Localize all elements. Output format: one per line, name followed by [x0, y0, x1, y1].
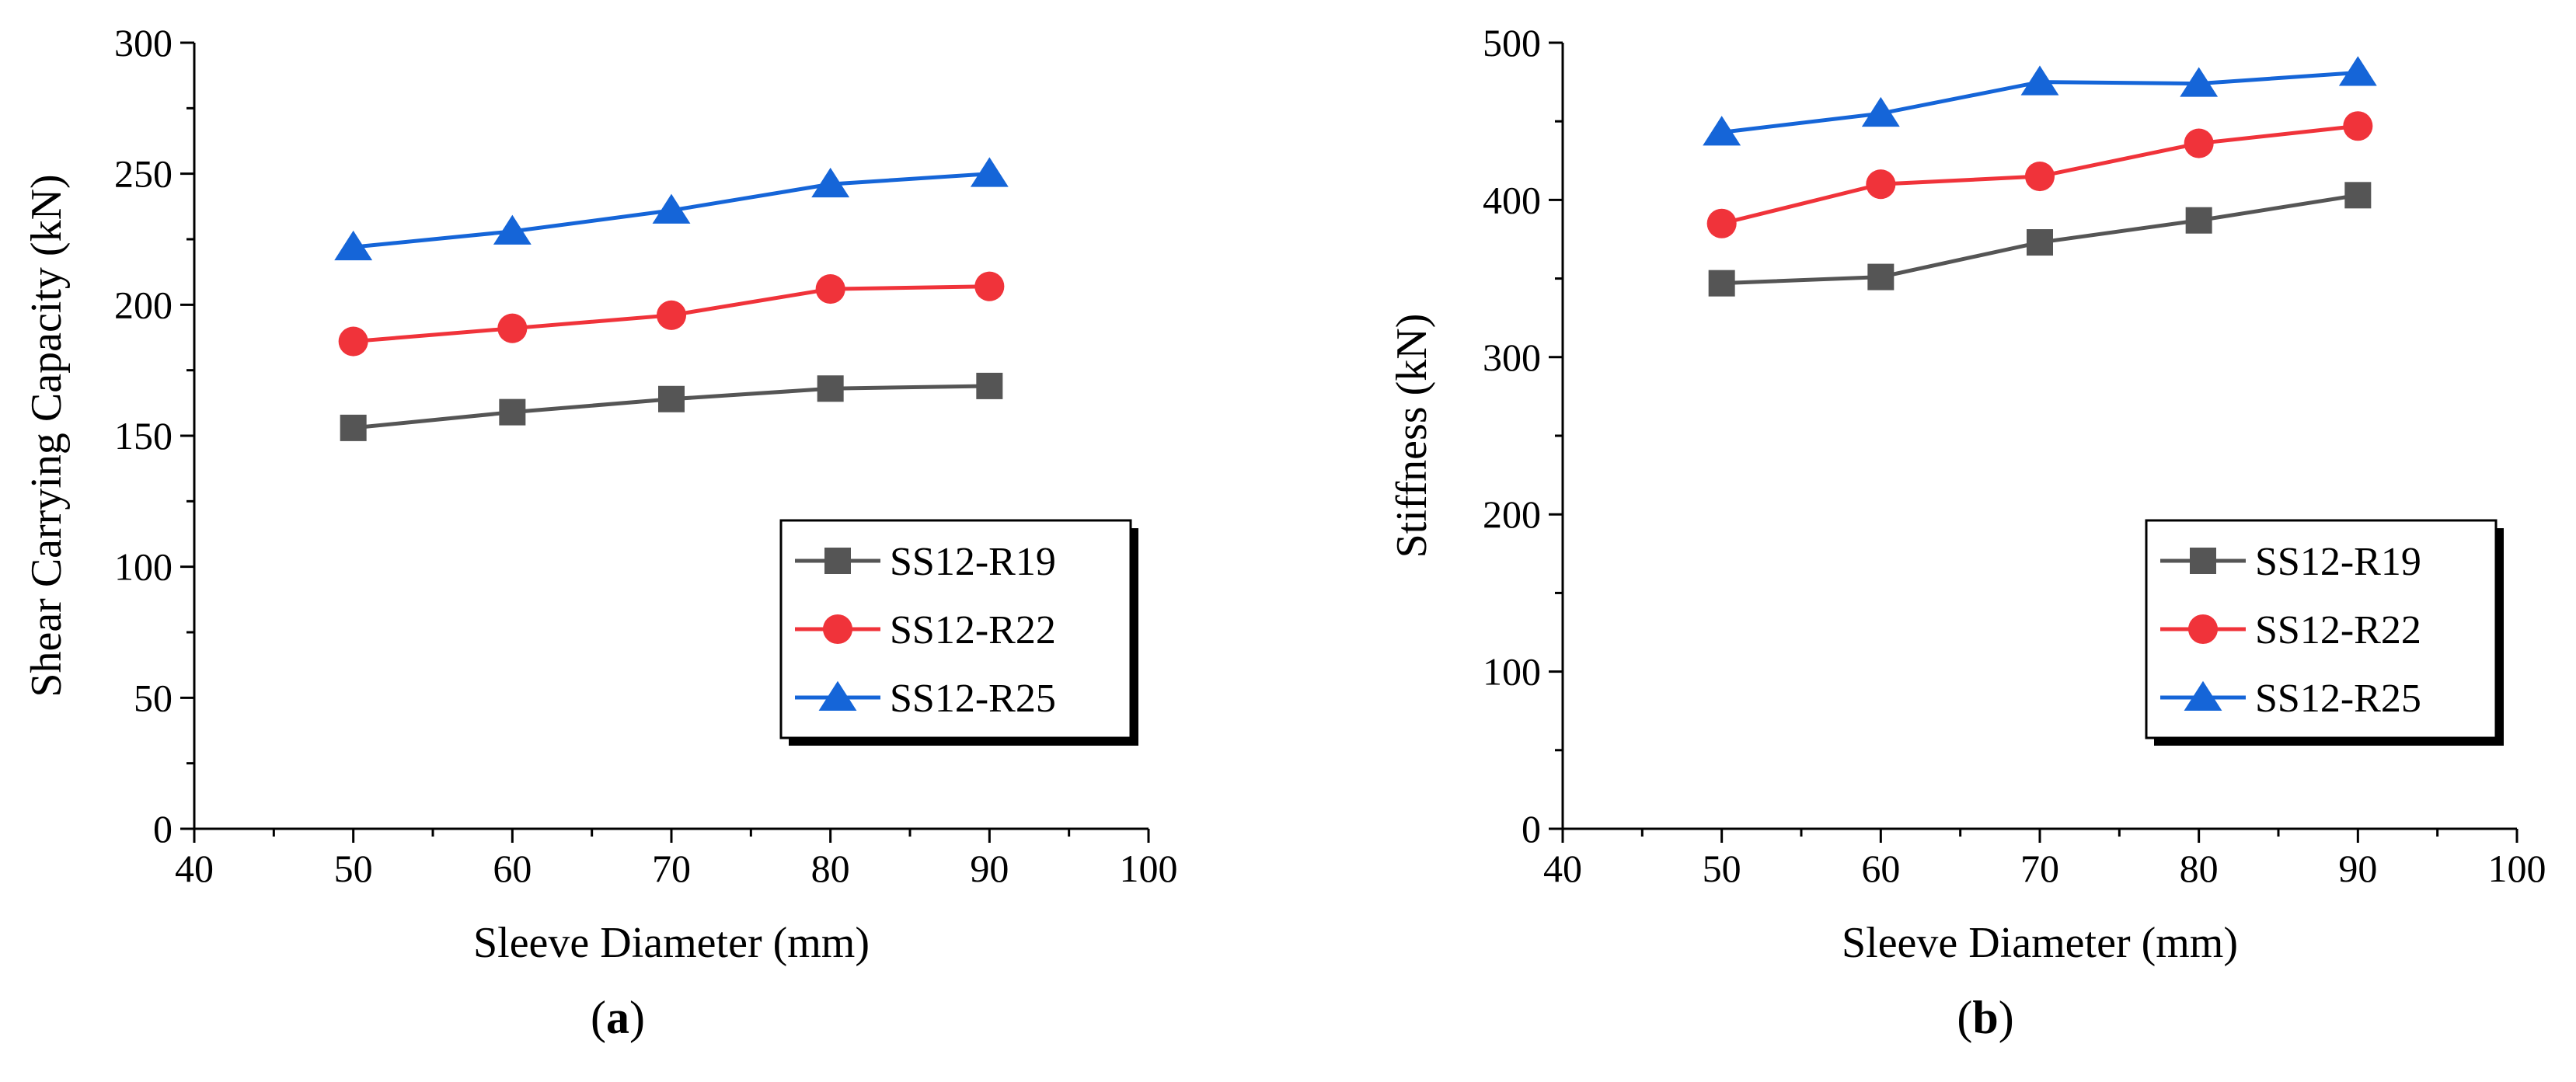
legend-marker-SS12-R22: [822, 614, 853, 645]
data-point-SS12-R19-50: [340, 414, 367, 441]
data-point-SS12-R25-80: [811, 167, 850, 198]
y-tick-label: 400: [1483, 178, 1541, 221]
caption-close-paren: ): [629, 992, 645, 1043]
data-point-SS12-R25-60: [493, 214, 532, 245]
data-point-SS12-R25-50: [1703, 116, 1741, 146]
x-tick-label: 100: [2488, 847, 2546, 890]
x-tick-label: 80: [2180, 847, 2219, 890]
data-point-SS12-R22-70: [656, 300, 687, 330]
data-point-SS12-R19-70: [2027, 229, 2053, 256]
data-point-SS12-R25-50: [334, 230, 373, 261]
y-tick-label: 300: [114, 21, 173, 64]
x-tick-label: 60: [493, 847, 532, 890]
data-point-SS12-R22-60: [1866, 169, 1896, 200]
x-axis-title: Sleeve Diameter (mm): [473, 919, 870, 967]
data-point-SS12-R22-90: [974, 271, 1005, 301]
x-tick-label: 50: [334, 847, 373, 890]
x-axis-title: Sleeve Diameter (mm): [1842, 919, 2238, 967]
data-point-SS12-R22-90: [2343, 111, 2373, 141]
caption-letter: a: [606, 992, 629, 1043]
panel-b: 40 50 60 70 80 90 100 0 100 200 300 400 500 Sleeve Di…: [1388, 21, 2546, 1043]
caption-open-paren: (: [1957, 992, 1972, 1043]
y-tick-label: 100: [1483, 650, 1541, 694]
legend-label-SS12-R19: SS12-R19: [890, 540, 1056, 584]
data-point-SS12-R22-50: [338, 326, 368, 357]
legend-marker-SS12-R25: [2184, 680, 2222, 711]
y-axis-title: Stiffness (kN): [1388, 314, 1436, 558]
y-tick-label: 150: [114, 414, 173, 458]
caption-letter: b: [1972, 992, 1998, 1043]
legend-marker-SS12-R22: [2187, 614, 2219, 645]
y-tick-label: 0: [1522, 807, 1541, 851]
data-point-SS12-R22-70: [2024, 162, 2055, 192]
x-tick-label: 100: [1120, 847, 1178, 890]
x-tick-label: 40: [175, 847, 214, 890]
y-tick-label: 300: [1483, 336, 1541, 379]
panel-caption: (a): [591, 992, 645, 1043]
x-tick-label: 90: [2338, 847, 2377, 890]
y-axis-title: Shear Carrying Capacity (kN): [23, 174, 71, 697]
data-point-SS12-R25-70: [652, 193, 691, 224]
legend-label-SS12-R22: SS12-R22: [2255, 608, 2421, 652]
legend-marker-SS12-R25: [818, 680, 857, 711]
caption-close-paren: ): [1999, 992, 2014, 1043]
legend-label-SS12-R19: SS12-R19: [2255, 540, 2421, 584]
legend-label-SS12-R22: SS12-R22: [890, 608, 1056, 652]
x-tick-label: 70: [2020, 847, 2059, 890]
panel-a: 40 50 60 70 80 90 100 0 50 100 150 200 250 300 Sleeve …: [23, 21, 1178, 1043]
y-tick-label: 200: [1483, 492, 1541, 536]
data-point-SS12-R22-80: [815, 274, 845, 304]
data-point-SS12-R19-60: [1867, 263, 1895, 291]
data-point-SS12-R19-90: [976, 372, 1003, 399]
data-point-SS12-R19-80: [2185, 207, 2212, 234]
y-tick-label: 200: [114, 283, 173, 326]
y-tick-label: 500: [1483, 21, 1541, 64]
data-point-SS12-R19-70: [658, 385, 685, 412]
data-point-SS12-R25-80: [2180, 67, 2219, 97]
data-point-SS12-R19-80: [817, 375, 844, 402]
legend-marker-SS12-R19: [824, 548, 851, 574]
x-tick-label: 40: [1543, 847, 1582, 890]
y-tick-label: 100: [114, 545, 173, 589]
data-point-SS12-R22-80: [2184, 128, 2214, 158]
data-point-SS12-R25-60: [1861, 96, 1900, 127]
data-point-SS12-R25-90: [2338, 56, 2377, 86]
caption-open-paren: (: [591, 992, 606, 1043]
data-point-SS12-R19-60: [499, 398, 526, 426]
x-tick-label: 80: [811, 847, 850, 890]
data-point-SS12-R25-70: [2020, 65, 2059, 96]
legend-marker-SS12-R19: [2190, 548, 2216, 574]
y-tick-label: 50: [134, 676, 173, 719]
x-tick-label: 50: [1703, 847, 1741, 890]
y-tick-label: 0: [153, 807, 173, 851]
data-point-SS12-R19-50: [1708, 270, 1735, 297]
x-tick-label: 90: [970, 847, 1009, 890]
panel-caption: (b): [1957, 992, 2013, 1043]
x-tick-label: 60: [1861, 847, 1900, 890]
data-point-SS12-R19-90: [2344, 182, 2372, 209]
data-point-SS12-R22-50: [1706, 208, 1737, 238]
legend-label-SS12-R25: SS12-R25: [2255, 677, 2421, 721]
y-tick-label: 250: [114, 152, 173, 196]
legend-label-SS12-R25: SS12-R25: [890, 677, 1056, 721]
x-tick-label: 70: [652, 847, 691, 890]
data-point-SS12-R25-90: [970, 157, 1009, 187]
data-point-SS12-R22-60: [497, 313, 528, 343]
